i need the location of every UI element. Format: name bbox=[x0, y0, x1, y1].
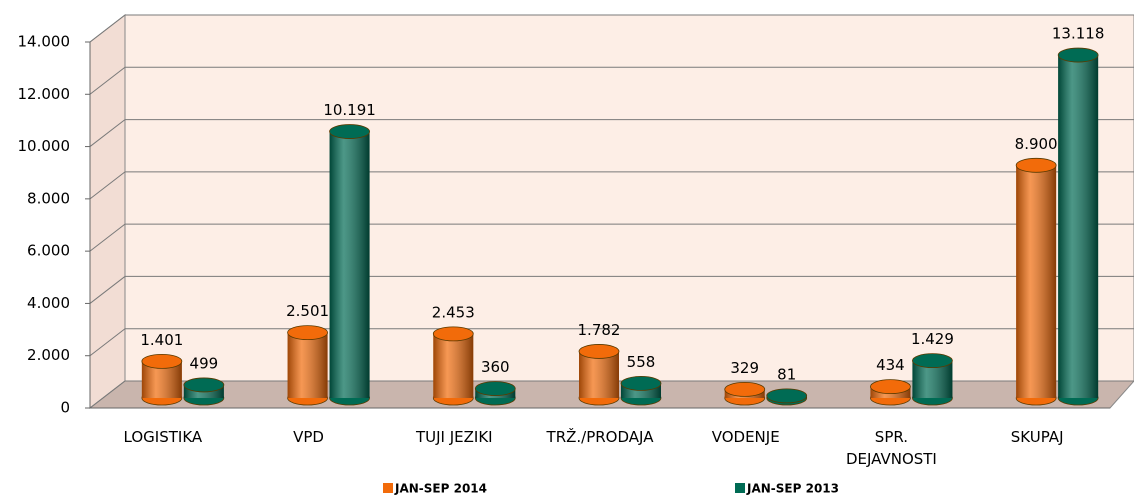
marks bbox=[141, 47, 1099, 406]
cylinder bbox=[578, 344, 620, 406]
x-tick-label: VPD bbox=[293, 428, 324, 446]
x-tick-label: SPR. DEJAVNOSTI bbox=[845, 428, 937, 468]
value-label: 81 bbox=[777, 365, 796, 383]
value-label: 558 bbox=[627, 353, 656, 371]
cylinder bbox=[1057, 47, 1099, 406]
cylinder-top bbox=[620, 376, 662, 391]
cylinder-top bbox=[1015, 157, 1057, 173]
grid-line bbox=[89, 380, 1134, 409]
cylinder bbox=[141, 353, 183, 406]
cylinder bbox=[766, 388, 808, 406]
grid-line bbox=[89, 275, 1134, 304]
grid-line bbox=[89, 119, 1134, 147]
cylinder-top bbox=[1057, 47, 1099, 63]
x-tick-label: TRŽ./PRODAJA bbox=[546, 428, 654, 446]
cylinder bbox=[620, 376, 662, 406]
value-label: 329 bbox=[730, 359, 759, 377]
cylinder-shade bbox=[1016, 165, 1057, 398]
grid-line bbox=[89, 223, 1134, 252]
cylinder-shade bbox=[1058, 55, 1099, 399]
x-tick-label: TUJI JEZIKI bbox=[415, 428, 493, 446]
grid bbox=[85, 14, 1134, 409]
value-label: 2.453 bbox=[432, 303, 475, 321]
x-tick-label: VODENJE bbox=[711, 428, 780, 446]
x-tick-label: SKUPAJ bbox=[1010, 428, 1064, 446]
y-tick-label: 8.000 bbox=[27, 189, 70, 207]
cylinder-top bbox=[724, 381, 766, 397]
legend-swatch bbox=[383, 483, 393, 493]
cylinder-top bbox=[578, 344, 620, 359]
y-tick-label: 14.000 bbox=[18, 33, 71, 51]
cylinder-top bbox=[329, 124, 370, 139]
value-label: 499 bbox=[190, 354, 219, 372]
cylinder bbox=[432, 326, 474, 406]
legend-label: JAN-SEP 2013 bbox=[746, 482, 839, 495]
cylinder-shade bbox=[329, 131, 370, 399]
cylinder-top bbox=[432, 326, 474, 342]
cylinder bbox=[329, 124, 370, 406]
cylinder-top bbox=[287, 325, 328, 341]
value-label: 10.191 bbox=[323, 101, 376, 119]
y-tick-label: 4.000 bbox=[27, 294, 70, 312]
cylinder-top bbox=[474, 381, 516, 396]
cylinder-top bbox=[870, 379, 911, 395]
cylinder bbox=[912, 353, 953, 406]
y-tick-label: 12.000 bbox=[18, 85, 71, 103]
grid-line bbox=[89, 66, 1134, 95]
side-wall bbox=[89, 13, 126, 410]
cylinder-top bbox=[766, 388, 808, 404]
cylinder bbox=[1015, 157, 1057, 406]
legend-label: JAN-SEP 2014 bbox=[394, 482, 487, 495]
grid-line bbox=[89, 14, 1134, 43]
cylinder-shade bbox=[433, 333, 474, 398]
back-wall bbox=[124, 14, 1134, 382]
cylinder bbox=[870, 379, 911, 406]
y-tick-label: 2.000 bbox=[27, 346, 70, 364]
value-label: 8.900 bbox=[1015, 135, 1058, 153]
value-label: 1.429 bbox=[911, 330, 954, 348]
grid-line bbox=[89, 171, 1134, 200]
cylinder-top bbox=[912, 353, 953, 369]
y-tick-label: 10.000 bbox=[18, 137, 71, 155]
cylinder-shade bbox=[579, 351, 619, 398]
value-label: 1.401 bbox=[140, 331, 183, 349]
x-tick-label: LOGISTIKA bbox=[123, 428, 203, 446]
cylinder-top bbox=[141, 353, 183, 369]
cylinder-top bbox=[183, 377, 225, 393]
cylinder bbox=[183, 377, 225, 406]
cylinder bbox=[474, 381, 516, 406]
value-label: 2.501 bbox=[286, 302, 329, 320]
cylinder-shade bbox=[287, 332, 328, 398]
y-tick-label: 6.000 bbox=[27, 242, 70, 260]
grid-line bbox=[89, 328, 1134, 357]
legend-swatch bbox=[735, 483, 745, 493]
value-label: 434 bbox=[876, 356, 905, 374]
value-label: 13.118 bbox=[1052, 25, 1105, 43]
y-tick-label: 0 bbox=[60, 399, 70, 417]
cylinder bbox=[724, 381, 766, 406]
value-label: 1.782 bbox=[578, 321, 621, 339]
value-label: 360 bbox=[481, 358, 510, 376]
cylinder bbox=[287, 325, 328, 406]
